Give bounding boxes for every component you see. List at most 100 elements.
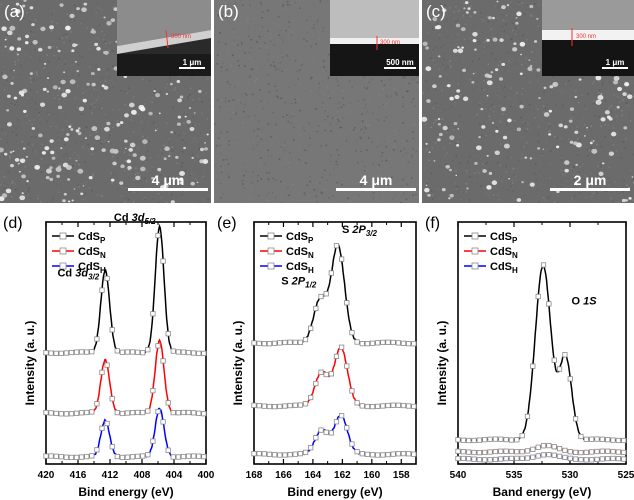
series-marker — [359, 341, 365, 347]
panel-label: (d) — [3, 215, 23, 232]
series-marker — [175, 349, 181, 355]
series-marker — [68, 349, 75, 356]
series-marker — [277, 452, 283, 458]
sem-texture-c — [422, 0, 634, 203]
series-marker — [175, 410, 181, 416]
series-marker — [339, 344, 345, 350]
series-marker — [114, 409, 120, 416]
series-marker — [109, 327, 115, 333]
series-marker — [395, 451, 401, 457]
inset-scale-label: 1 μm — [182, 58, 202, 67]
series-marker — [160, 419, 166, 425]
series-marker — [124, 410, 131, 416]
y-axis-label: Intensity (a. u.) — [435, 321, 449, 406]
series-marker — [344, 363, 350, 369]
series-marker — [135, 409, 141, 416]
series-marker — [339, 256, 345, 262]
series-marker — [605, 437, 611, 443]
series-marker — [390, 402, 396, 408]
series-marker — [349, 330, 355, 336]
series-marker — [256, 403, 262, 409]
series-marker — [540, 262, 547, 268]
plot-frame — [457, 221, 627, 465]
series-marker — [94, 447, 100, 453]
series-marker — [498, 436, 504, 442]
series-marker — [119, 349, 125, 355]
inset-scalebar: 1 μm — [177, 58, 207, 69]
series-marker — [53, 410, 59, 417]
series-marker — [73, 349, 80, 355]
series-marker — [256, 451, 262, 457]
series-marker — [390, 451, 396, 457]
series-marker — [191, 350, 197, 356]
legend-label: CdSP — [286, 231, 314, 245]
series-marker — [364, 403, 370, 410]
xps-plot-d: (d) 420 416 412 408 404 400 Bind energy (eV) Int… — [0, 206, 215, 500]
series-marker — [287, 452, 293, 458]
series-marker — [519, 433, 525, 439]
series-marker — [487, 436, 493, 442]
series-marker — [400, 402, 407, 409]
series-marker — [572, 416, 579, 422]
series-marker — [594, 448, 600, 455]
series-marker — [170, 410, 176, 416]
series-marker — [302, 449, 309, 455]
series-marker — [594, 456, 600, 463]
series-marker — [375, 340, 381, 346]
series-marker — [175, 454, 181, 460]
series-marker — [530, 454, 536, 460]
sem-scalebar: 4 μm — [336, 172, 416, 191]
series-marker — [354, 339, 360, 345]
x-tick-label: 158 — [393, 470, 410, 481]
sem-panel-label: (b) — [218, 2, 239, 21]
peak-annotation: Cd 3d5/2 — [114, 212, 156, 226]
series-marker — [514, 449, 520, 455]
series-marker — [73, 410, 80, 416]
series-marker — [94, 336, 100, 342]
series-marker — [266, 403, 273, 410]
series-marker — [599, 456, 605, 462]
series-marker — [84, 453, 90, 460]
series-marker — [73, 454, 80, 461]
x-tick-label: 420 — [38, 470, 55, 481]
series-marker — [572, 456, 579, 462]
x-tick-label: 160 — [363, 470, 380, 481]
panel-label: (f) — [425, 215, 440, 232]
series-marker — [487, 449, 493, 455]
x-axis-label: Bind energy (eV) — [78, 485, 173, 499]
series-marker — [460, 455, 466, 462]
inset-thickness-label: 300 nm — [171, 34, 192, 40]
x-tick-label: 164 — [305, 470, 322, 481]
series-marker — [369, 340, 376, 346]
series-marker — [476, 457, 482, 463]
series-marker — [395, 340, 401, 346]
inset-thickness-label: 300 nm — [576, 34, 597, 40]
plot-frame — [45, 221, 207, 465]
series-marker — [79, 349, 85, 355]
series-marker — [63, 454, 69, 460]
series-marker — [302, 336, 309, 343]
series-marker — [556, 366, 563, 372]
series-marker — [124, 454, 131, 460]
series-marker — [63, 411, 69, 417]
series-marker — [251, 451, 257, 457]
series-marker — [256, 340, 262, 347]
series-marker — [272, 340, 278, 346]
series-marker — [282, 452, 288, 458]
series-marker — [508, 437, 515, 443]
series-marker — [535, 444, 541, 450]
series-marker — [261, 403, 267, 409]
xps-chart-f: (f) 540 535 530 525 Band energy (eV) Intensity… — [425, 215, 634, 499]
series-marker — [48, 453, 54, 459]
x-tick-label: 412 — [102, 470, 119, 481]
y-axis-label: Intensity (a. u.) — [23, 321, 37, 406]
series-marker — [297, 339, 303, 345]
series-marker — [58, 454, 64, 460]
series-marker — [104, 420, 110, 427]
series-marker — [375, 452, 381, 458]
series-marker — [583, 457, 589, 463]
series-marker — [349, 388, 355, 394]
series-marker — [165, 400, 171, 406]
series-marker — [140, 409, 146, 416]
series-marker — [89, 409, 95, 415]
